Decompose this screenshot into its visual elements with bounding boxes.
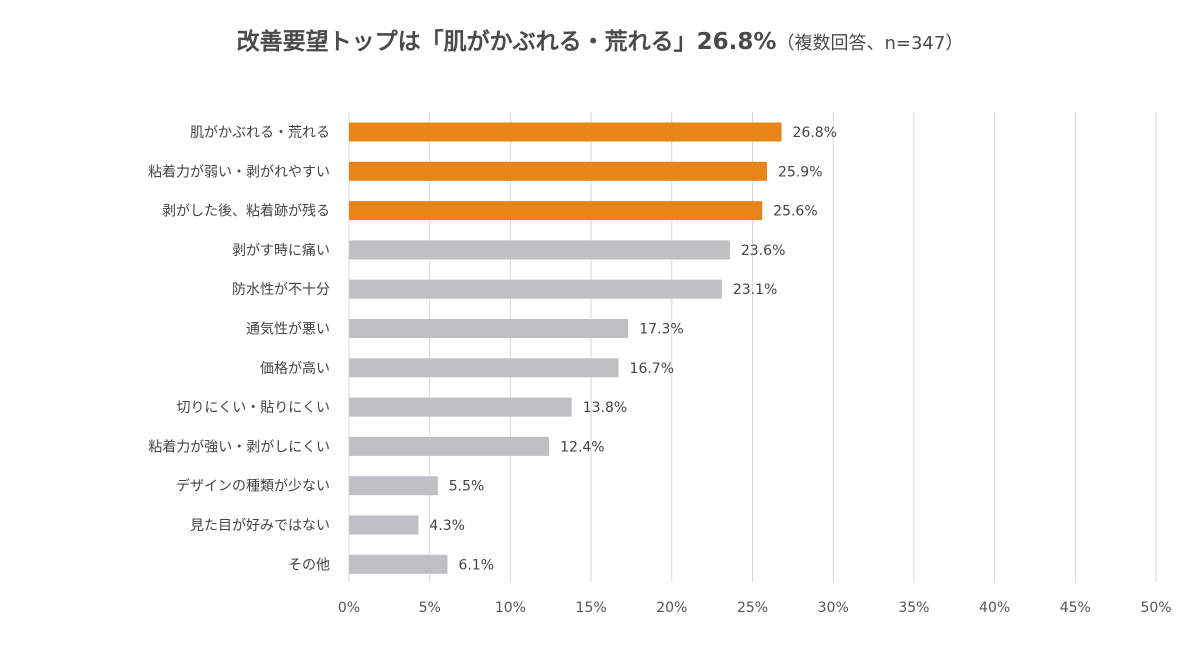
bar xyxy=(349,476,438,496)
bar xyxy=(349,515,419,535)
value-label: 17.3% xyxy=(639,322,683,338)
x-tick-label: 30% xyxy=(818,600,849,616)
category-label: 防水性が不十分 xyxy=(232,282,330,298)
x-tick-label: 10% xyxy=(495,600,526,616)
bars xyxy=(349,122,782,574)
x-tick-label: 5% xyxy=(419,600,441,616)
x-tick-label: 35% xyxy=(898,600,929,616)
x-tick-label: 50% xyxy=(1140,600,1171,616)
value-label: 13.8% xyxy=(583,400,627,416)
category-label: 肌がかぶれる・荒れる xyxy=(190,125,330,141)
value-label: 4.3% xyxy=(429,518,465,534)
category-label: 価格が高い xyxy=(260,360,330,377)
x-tick-label: 40% xyxy=(979,600,1010,616)
bar xyxy=(349,397,572,417)
category-label: 粘着力が強い・剥がしにくい xyxy=(148,439,330,455)
chart-title-sub: （複数回答、n=347） xyxy=(776,33,964,54)
bar xyxy=(349,201,763,221)
chart-title: 改善要望トップは「肌がかぶれる・荒れる」26.8%（複数回答、n=347） xyxy=(0,22,1200,56)
value-label: 26.8% xyxy=(793,125,837,141)
bar xyxy=(349,358,619,378)
value-label: 16.7% xyxy=(630,361,674,377)
x-tick-label: 20% xyxy=(656,600,687,616)
gridlines xyxy=(348,112,1157,582)
category-labels: 肌がかぶれる・荒れる粘着力が弱い・剥がれやすい剥がした後、粘着跡が残る剥がす時に… xyxy=(148,125,330,573)
category-label: デザインの種類が少ない xyxy=(176,478,330,495)
value-label: 23.1% xyxy=(733,282,777,298)
value-label: 12.4% xyxy=(560,439,604,455)
category-label: 剥がす時に痛い xyxy=(232,242,330,259)
category-label: 見た目が好みではない xyxy=(190,518,330,534)
value-label: 23.6% xyxy=(741,243,785,259)
category-label: その他 xyxy=(288,557,330,573)
value-label: 5.5% xyxy=(449,479,485,495)
bar xyxy=(349,554,448,574)
bar xyxy=(349,240,730,260)
value-label: 25.6% xyxy=(773,204,817,220)
x-tick-label: 45% xyxy=(1060,600,1091,616)
value-label: 25.9% xyxy=(778,164,822,180)
category-label: 切りにくい・貼りにくい xyxy=(177,400,330,416)
bar xyxy=(349,279,722,299)
value-labels: 26.8% 25.9% 25.6% 23.6% 23.1% 17.3% 16.7% 13.8%… xyxy=(429,125,837,573)
bar xyxy=(349,436,550,456)
bar xyxy=(349,122,782,142)
x-tick-label: 0% xyxy=(338,600,360,616)
chart-title-main: 改善要望トップは「肌がかぶれる・荒れる」26.8% xyxy=(236,29,777,55)
bar xyxy=(349,319,629,338)
x-tick-label: 15% xyxy=(576,600,607,616)
bar xyxy=(349,161,768,181)
category-label: 剥がした後、粘着跡が残る xyxy=(162,204,330,220)
category-label: 通気性が悪い xyxy=(246,322,330,338)
x-axis-tick-labels: 0% 5% 10% 15% 20% 25% 30% 35% 40% 45% 50% xyxy=(338,600,1172,616)
category-label: 粘着力が弱い・剥がれやすい xyxy=(148,164,330,180)
value-label: 6.1% xyxy=(458,557,494,573)
x-tick-label: 25% xyxy=(737,600,768,616)
